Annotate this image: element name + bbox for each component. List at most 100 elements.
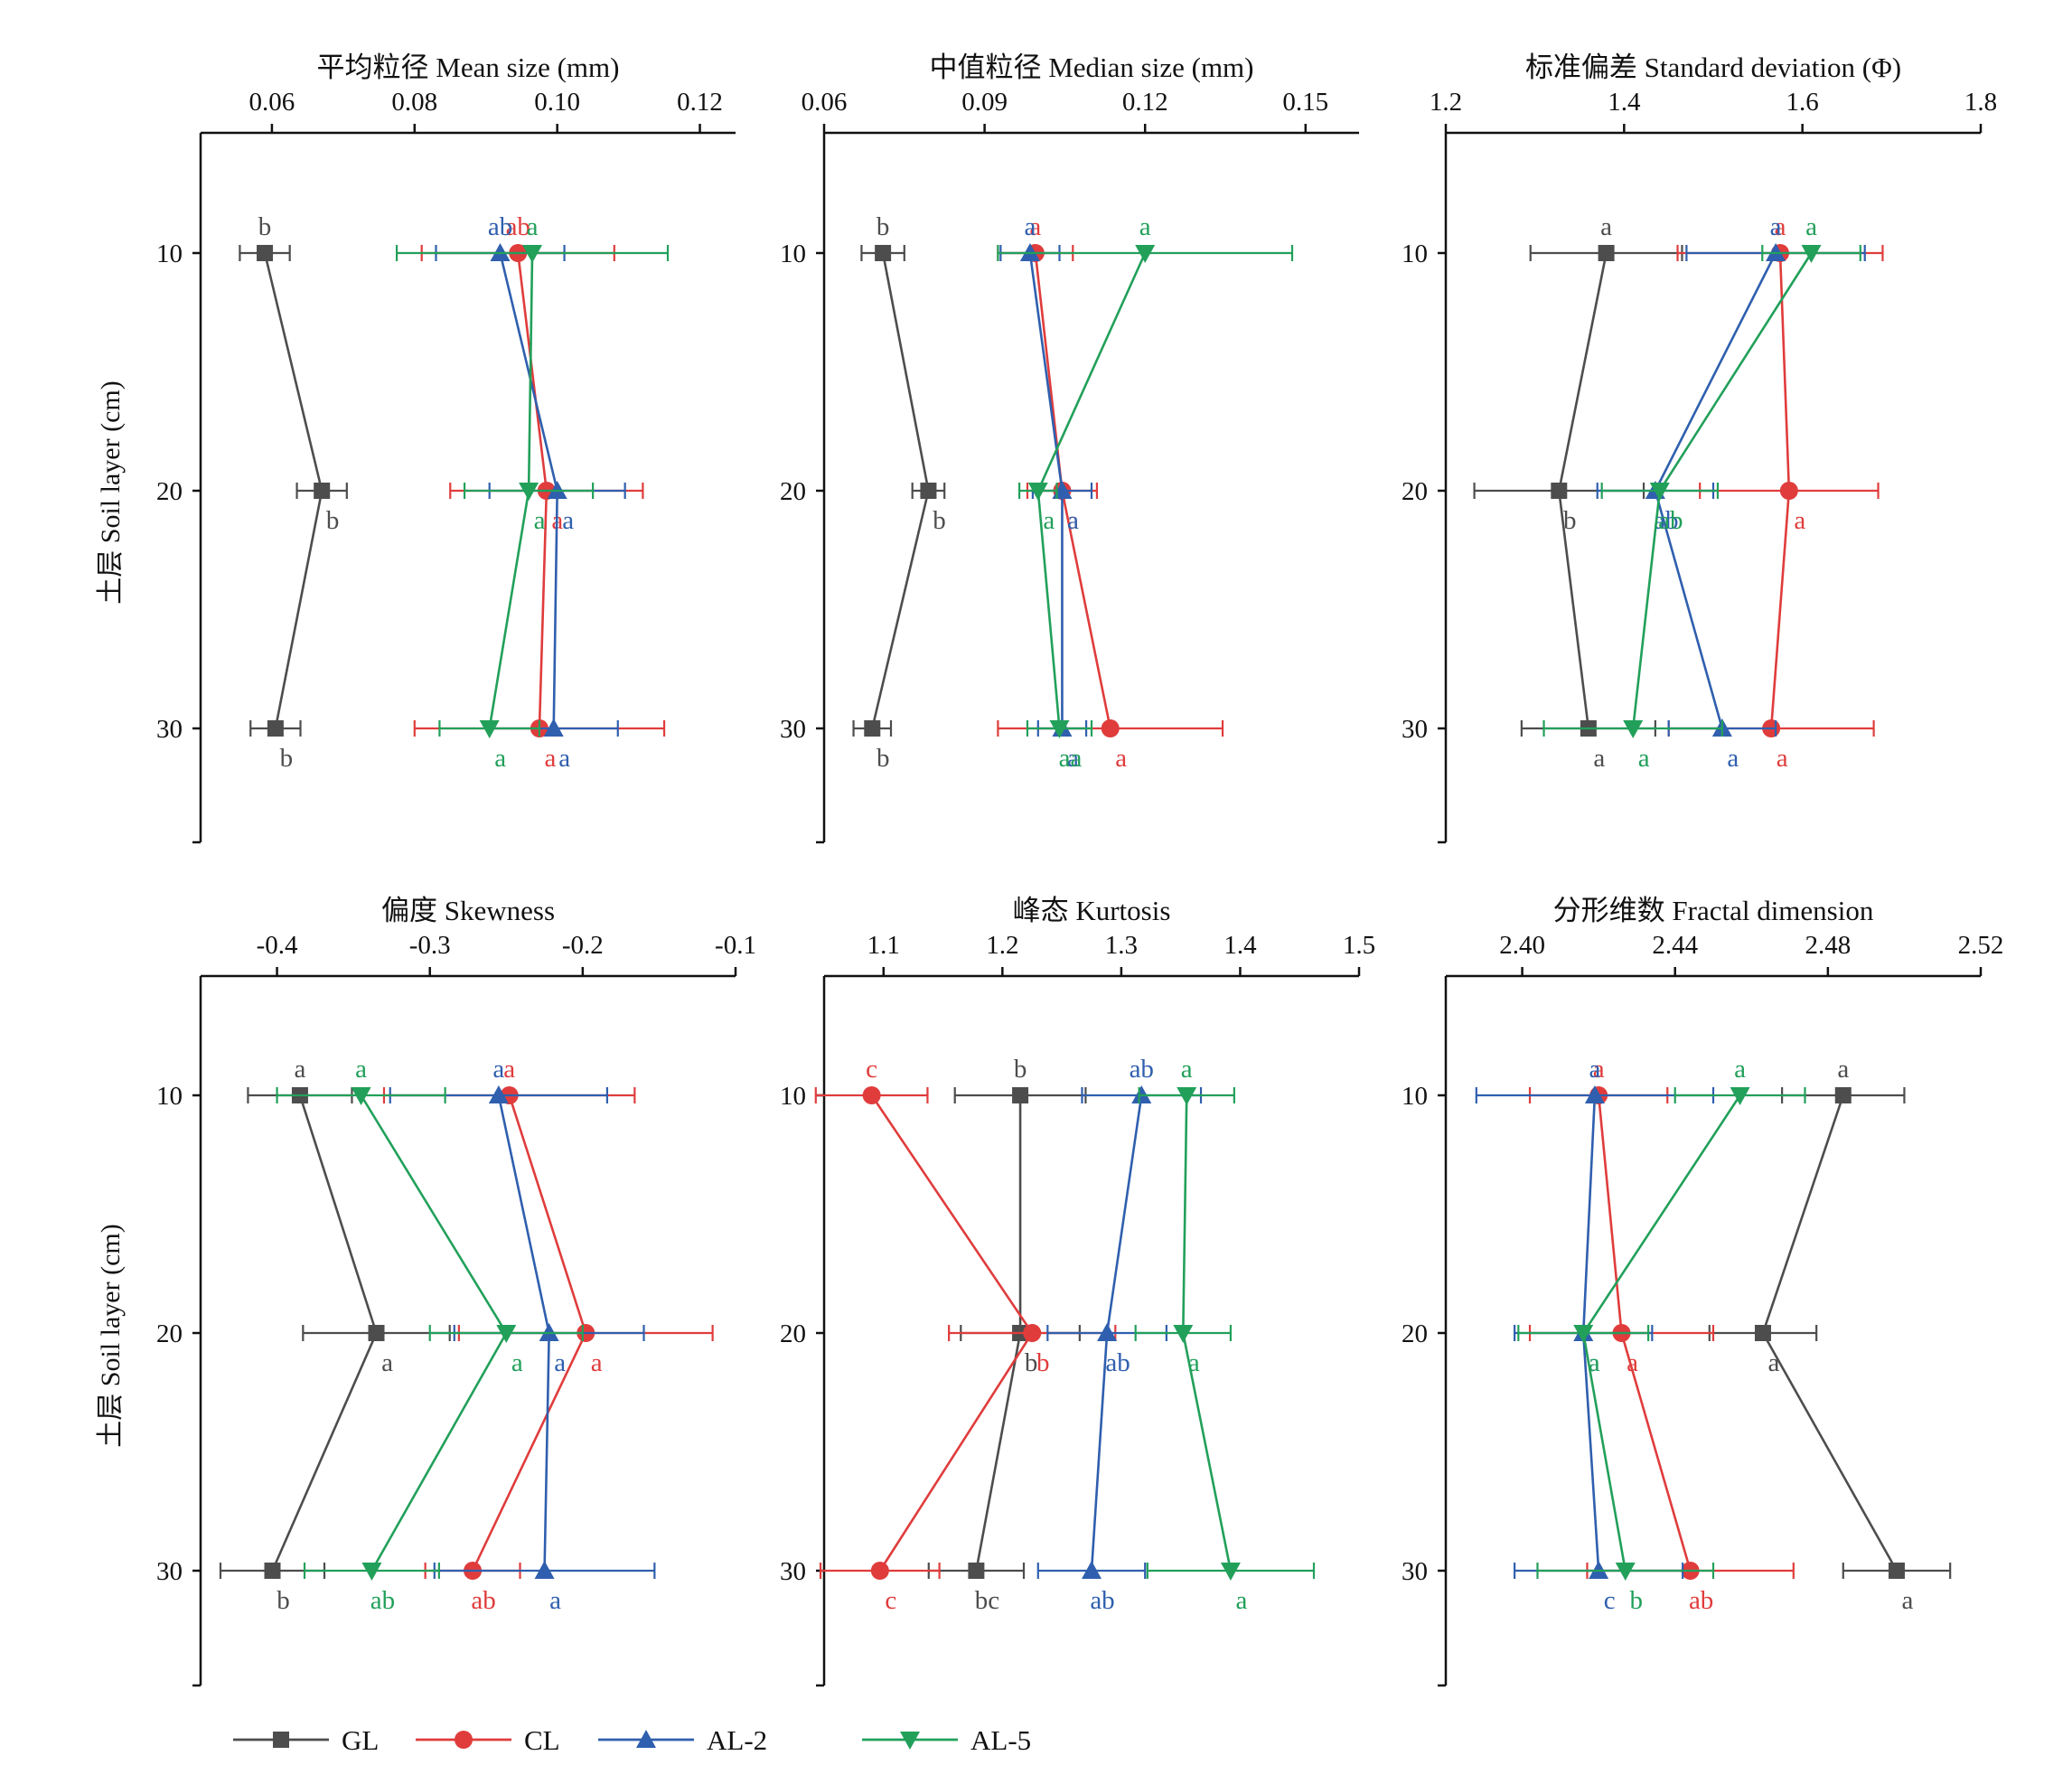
y-tick-label: 20 bbox=[156, 1319, 183, 1348]
panel-1: 平均粒径 Mean size (mm) 0.06 0.08 0.10 0.12 10 20 3… bbox=[156, 52, 736, 844]
significance-letter: a bbox=[381, 1348, 393, 1377]
significance-letter: a bbox=[1589, 1055, 1600, 1084]
data-point bbox=[1101, 719, 1120, 737]
significance-letter: a bbox=[1777, 744, 1788, 773]
significance-letter: ab bbox=[1090, 1586, 1114, 1615]
data-point bbox=[1012, 1087, 1029, 1103]
data-point bbox=[1551, 483, 1568, 499]
legend: GL CL AL-2 AL-5 bbox=[233, 1724, 1031, 1756]
significance-letter: ab bbox=[488, 212, 512, 241]
x-tick-label: 1.2 bbox=[1430, 88, 1462, 117]
data-point bbox=[264, 1563, 281, 1579]
data-point bbox=[267, 720, 284, 737]
data-point bbox=[1177, 1087, 1197, 1105]
x-tick-label: 2.40 bbox=[1499, 931, 1545, 960]
significance-letter: a bbox=[1627, 1348, 1638, 1377]
series-CL: c bc bbox=[814, 1055, 1117, 1615]
significance-letter: ab bbox=[1130, 1055, 1154, 1084]
significance-letter: ab bbox=[1658, 506, 1683, 535]
series-CL: a a a b bbox=[1528, 1055, 1795, 1615]
y-tick-label: 10 bbox=[1402, 1082, 1428, 1111]
legend-item-AL-5: AL-5 bbox=[862, 1724, 1031, 1756]
panel-title: 平均粒径 Mean size (mm) bbox=[317, 52, 620, 83]
significance-letter: a bbox=[1805, 212, 1817, 241]
x-tick-label: 1.6 bbox=[1786, 88, 1819, 117]
y-tick-label: 10 bbox=[1402, 239, 1428, 268]
data-point bbox=[1584, 1085, 1605, 1103]
x-tick-label: 1.5 bbox=[1343, 931, 1375, 960]
legend-marker bbox=[273, 1732, 289, 1748]
significance-letter: aa bbox=[1059, 744, 1083, 773]
y-axis-labels: 土层 Soil layer (cm) 土层 Soil layer (cm) bbox=[96, 380, 126, 1447]
data-point bbox=[1730, 1087, 1750, 1105]
significance-letter: ab bbox=[370, 1586, 395, 1615]
data-point bbox=[1649, 483, 1670, 501]
significance-letter: b bbox=[1563, 506, 1577, 535]
data-point bbox=[1598, 245, 1615, 261]
series-AL-5: aaa bbox=[395, 212, 670, 773]
x-tick-label: 2.48 bbox=[1805, 931, 1851, 960]
significance-letter: a bbox=[1593, 744, 1605, 773]
data-point bbox=[862, 1086, 881, 1104]
data-point bbox=[314, 483, 331, 499]
significance-letter: ab bbox=[506, 212, 530, 241]
legend-item-AL-2: AL-2 bbox=[598, 1724, 767, 1756]
significance-letter: a bbox=[355, 1055, 367, 1084]
significance-letter: b bbox=[280, 744, 294, 773]
significance-letter: b bbox=[877, 744, 890, 773]
data-point bbox=[1834, 1087, 1852, 1103]
legend-item-GL: GL bbox=[233, 1724, 379, 1756]
legend-label: GL bbox=[342, 1724, 379, 1756]
x-tick-label: 0.08 bbox=[391, 88, 437, 117]
data-point bbox=[1801, 245, 1822, 263]
series-GL: b b b bbox=[239, 212, 348, 773]
data-point bbox=[496, 1325, 517, 1343]
x-tick-label: 2.52 bbox=[1958, 931, 2004, 960]
significance-letter: b bbox=[877, 212, 890, 241]
x-tick-label: 0.09 bbox=[961, 88, 1008, 117]
panel-title: 偏度 Skewness bbox=[381, 895, 555, 926]
significance-letter: a bbox=[1067, 506, 1079, 535]
y-tick-label: 10 bbox=[156, 239, 183, 268]
panel-title: 峰态 Kurtosis bbox=[1013, 895, 1171, 926]
data-point bbox=[488, 1085, 509, 1103]
significance-letter: a bbox=[1043, 506, 1055, 535]
data-point bbox=[368, 1325, 385, 1341]
y-tick-label: 30 bbox=[780, 715, 806, 744]
data-point bbox=[864, 720, 881, 737]
legend-label: CL bbox=[524, 1724, 560, 1756]
y-tick-label: 20 bbox=[780, 1319, 806, 1348]
x-tick-label: 1.3 bbox=[1105, 931, 1138, 960]
significance-letter: a bbox=[562, 506, 574, 535]
significance-letter: b bbox=[326, 506, 340, 535]
x-tick-label: 1.4 bbox=[1608, 88, 1641, 117]
y-tick-label: 30 bbox=[1402, 1557, 1428, 1586]
x-tick-label: -0.4 bbox=[257, 931, 298, 960]
x-tick-label: -0.3 bbox=[409, 931, 451, 960]
significance-letter: a bbox=[492, 1055, 504, 1084]
y-axis-label-bottom: 土层 Soil layer (cm) bbox=[96, 1224, 126, 1447]
significance-letter: a bbox=[591, 1348, 603, 1377]
data-point bbox=[257, 245, 274, 261]
panel-4: 偏度 Skewness-0.4 -0.3 -0.2 -0.1102030aabaaab… bbox=[156, 895, 756, 1687]
y-tick-label: 30 bbox=[1402, 715, 1428, 744]
significance-letter: a bbox=[1768, 1348, 1780, 1377]
data-point bbox=[1023, 1324, 1042, 1342]
significance-letter: b bbox=[1629, 1586, 1643, 1615]
x-tick-label: 0.12 bbox=[1122, 88, 1168, 117]
significance-letter: b bbox=[277, 1586, 290, 1615]
panels: 平均粒径 Mean size (mm) 0.06 0.08 0.10 0.12 10 20 3… bbox=[156, 52, 2004, 1687]
series-GL: a a a bbox=[1708, 1055, 1952, 1615]
significance-letter: a bbox=[558, 744, 570, 773]
legend-marker bbox=[636, 1730, 656, 1748]
panel-2: 中值粒径 Median size (mm) 0.06 0.09 0.12 0.15 10 2… bbox=[780, 52, 1359, 844]
significance-letter: bc bbox=[975, 1586, 999, 1615]
y-tick-label: 10 bbox=[156, 1082, 183, 1111]
significance-letter: c bbox=[885, 1586, 896, 1615]
significance-letter: a bbox=[503, 1055, 515, 1084]
series-CL: ab a a bbox=[413, 212, 666, 773]
